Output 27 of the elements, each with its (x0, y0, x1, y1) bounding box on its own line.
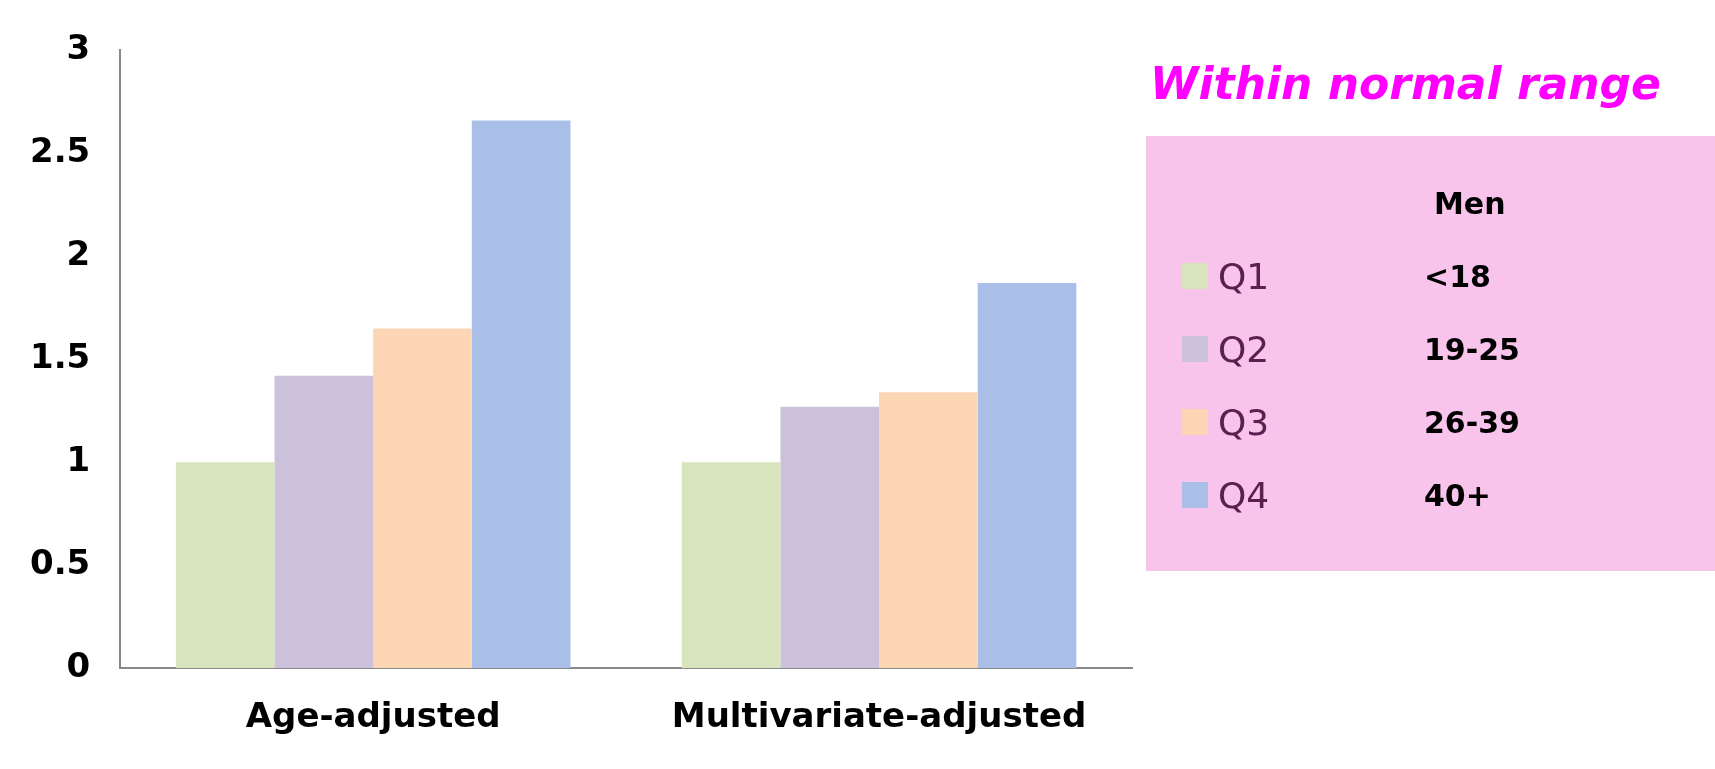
bar (274, 375, 374, 669)
y-tick-label: 3 (66, 27, 91, 68)
legend-label: Q1 (1218, 255, 1271, 297)
legend-label: Q2 (1218, 328, 1271, 370)
y-tick-label: 0 (66, 645, 91, 686)
bar (175, 462, 275, 669)
x-tick-label: Multivariate-adjusted (671, 695, 1087, 736)
x-tick-label: Age-adjusted (245, 695, 501, 736)
bar (373, 328, 472, 669)
legend-label: Q3 (1218, 401, 1271, 443)
text: 40+ (1424, 477, 1491, 513)
text: 19-25 (1424, 331, 1520, 367)
text: <18 (1424, 258, 1491, 294)
bar (681, 462, 781, 669)
text: Within normal range (1150, 58, 1661, 109)
bar (879, 392, 978, 669)
bar (780, 406, 880, 669)
text: 26-39 (1424, 404, 1520, 440)
y-tick-label: 1 (66, 439, 91, 480)
y-tick-label: 2 (66, 233, 91, 274)
bar (471, 120, 571, 669)
bar (977, 283, 1077, 669)
legend-title: Men (1434, 186, 1506, 221)
y-tick-label: 1.5 (30, 336, 91, 377)
y-tick-label: 0.5 (30, 542, 91, 583)
legend-label: Q4 (1218, 474, 1271, 516)
y-tick-label: 2.5 (30, 130, 91, 171)
